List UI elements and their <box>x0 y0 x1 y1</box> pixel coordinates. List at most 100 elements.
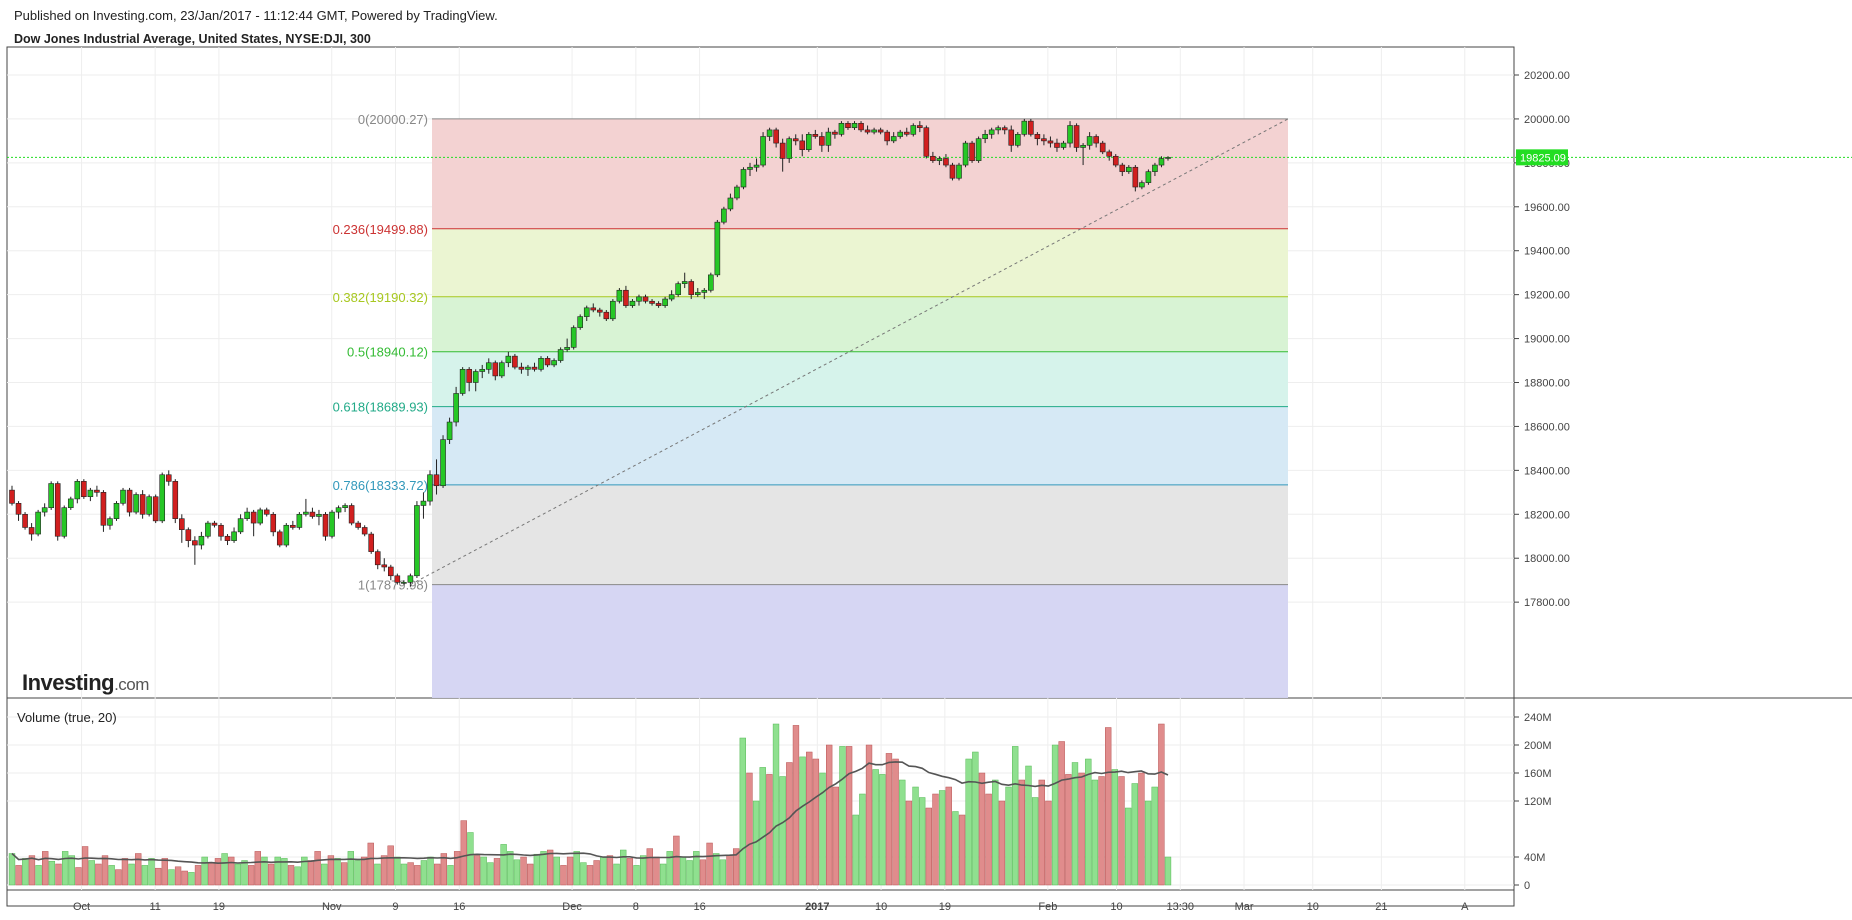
candle-body <box>296 513 303 528</box>
candle-body <box>825 131 832 146</box>
candle-body <box>322 513 329 537</box>
price-tick-label: 19400.00 <box>1524 246 1570 258</box>
volume-bar <box>387 845 394 886</box>
volume-bar <box>68 855 75 886</box>
candle-body <box>636 296 642 302</box>
candle-body <box>205 522 211 537</box>
volume-bar <box>394 856 401 886</box>
candle-body <box>1158 158 1165 166</box>
candle-body <box>1145 171 1152 183</box>
candle-body <box>969 142 975 161</box>
candle-body <box>1028 120 1034 135</box>
volume-bar <box>201 856 208 886</box>
volume-title: Volume (true, 20) <box>17 710 117 725</box>
candle-body <box>276 531 283 546</box>
price-tick-label: 19200.00 <box>1524 290 1570 302</box>
candle-body <box>446 421 453 440</box>
fib-level-label: 0(20000.27) <box>358 112 428 127</box>
volume-bar <box>500 844 507 886</box>
candle-body <box>113 503 120 519</box>
volume-bar <box>965 758 972 886</box>
candle-body <box>897 131 904 137</box>
chart-frame <box>6 46 1515 907</box>
time-tick-label: 16 <box>453 901 465 913</box>
volume-bar <box>739 737 746 886</box>
candle-body <box>708 274 714 291</box>
volume-bar <box>334 858 341 886</box>
volume-bar <box>234 863 242 886</box>
candle-body <box>479 369 486 372</box>
candle-body <box>792 138 799 142</box>
candle-body <box>642 296 649 302</box>
volume-bar <box>513 859 521 886</box>
volume-bar <box>673 835 680 886</box>
volume-bar <box>580 862 587 886</box>
candle-body <box>22 513 28 528</box>
candle-body <box>35 511 41 535</box>
volume-bar <box>254 851 261 886</box>
time-tick-label: 16 <box>693 901 705 913</box>
fib-level-label: 1(17879.98) <box>358 578 428 593</box>
fib-level-label: 0.236(19499.88) <box>333 222 428 237</box>
candle-body <box>923 127 930 157</box>
volume-bar <box>573 851 580 886</box>
volume-bar <box>806 751 813 886</box>
candle-body <box>949 164 956 179</box>
candle-body <box>224 535 231 541</box>
volume-bar <box>586 865 594 886</box>
volume-bar <box>28 855 36 886</box>
volume-bar <box>407 862 414 886</box>
candle-body <box>512 355 518 368</box>
time-tick-label: Mar <box>1235 901 1254 913</box>
volume-bar <box>527 863 534 886</box>
volume-bar <box>620 849 627 886</box>
candle-body <box>237 518 244 533</box>
volume-bar <box>95 863 102 886</box>
candle-body <box>629 300 636 306</box>
candle-body <box>146 496 152 515</box>
volume-bar <box>61 851 69 886</box>
candle-body <box>329 511 335 537</box>
price-tick-label: 20200.00 <box>1524 70 1570 82</box>
candle-body <box>94 489 100 493</box>
candle-body <box>1047 140 1054 144</box>
candle-body <box>172 481 179 519</box>
volume-bar <box>905 800 913 886</box>
header: Published on Investing.com, 23/Jan/2017 … <box>14 8 498 46</box>
volume-bar <box>507 851 514 886</box>
volume-bar <box>666 851 673 886</box>
time-tick-label: 19 <box>939 901 951 913</box>
volume-bar <box>540 851 547 886</box>
candle-body <box>890 136 897 142</box>
volume-bar <box>115 869 122 886</box>
candle-body <box>61 507 68 537</box>
candle-body <box>453 393 459 423</box>
candle-body <box>250 511 257 524</box>
volume-bar <box>553 856 560 886</box>
volume-bar <box>493 858 501 886</box>
volume-bar <box>453 851 461 886</box>
volume-bar <box>221 853 228 886</box>
volume-tick-label: 0 <box>1524 880 1530 892</box>
candle-body <box>165 474 172 482</box>
candle-body <box>845 123 851 129</box>
candle-body <box>100 492 107 526</box>
volume-bar <box>759 767 766 886</box>
volume-bar <box>932 793 939 886</box>
candle-body <box>257 509 263 524</box>
volume-bar <box>420 860 428 886</box>
volume-bar <box>792 725 800 886</box>
candle-body <box>714 221 721 276</box>
candle-body <box>675 283 681 295</box>
candle-body <box>231 531 237 541</box>
candle-body <box>903 131 910 135</box>
time-tick-label: 10 <box>1110 901 1122 913</box>
candle-body <box>361 527 368 535</box>
volume-bar <box>713 853 720 886</box>
candle-body <box>427 474 433 502</box>
volume-bar <box>287 865 295 886</box>
volume-bar <box>414 865 421 886</box>
volume-bar <box>1138 772 1145 886</box>
candle-body <box>819 136 825 146</box>
